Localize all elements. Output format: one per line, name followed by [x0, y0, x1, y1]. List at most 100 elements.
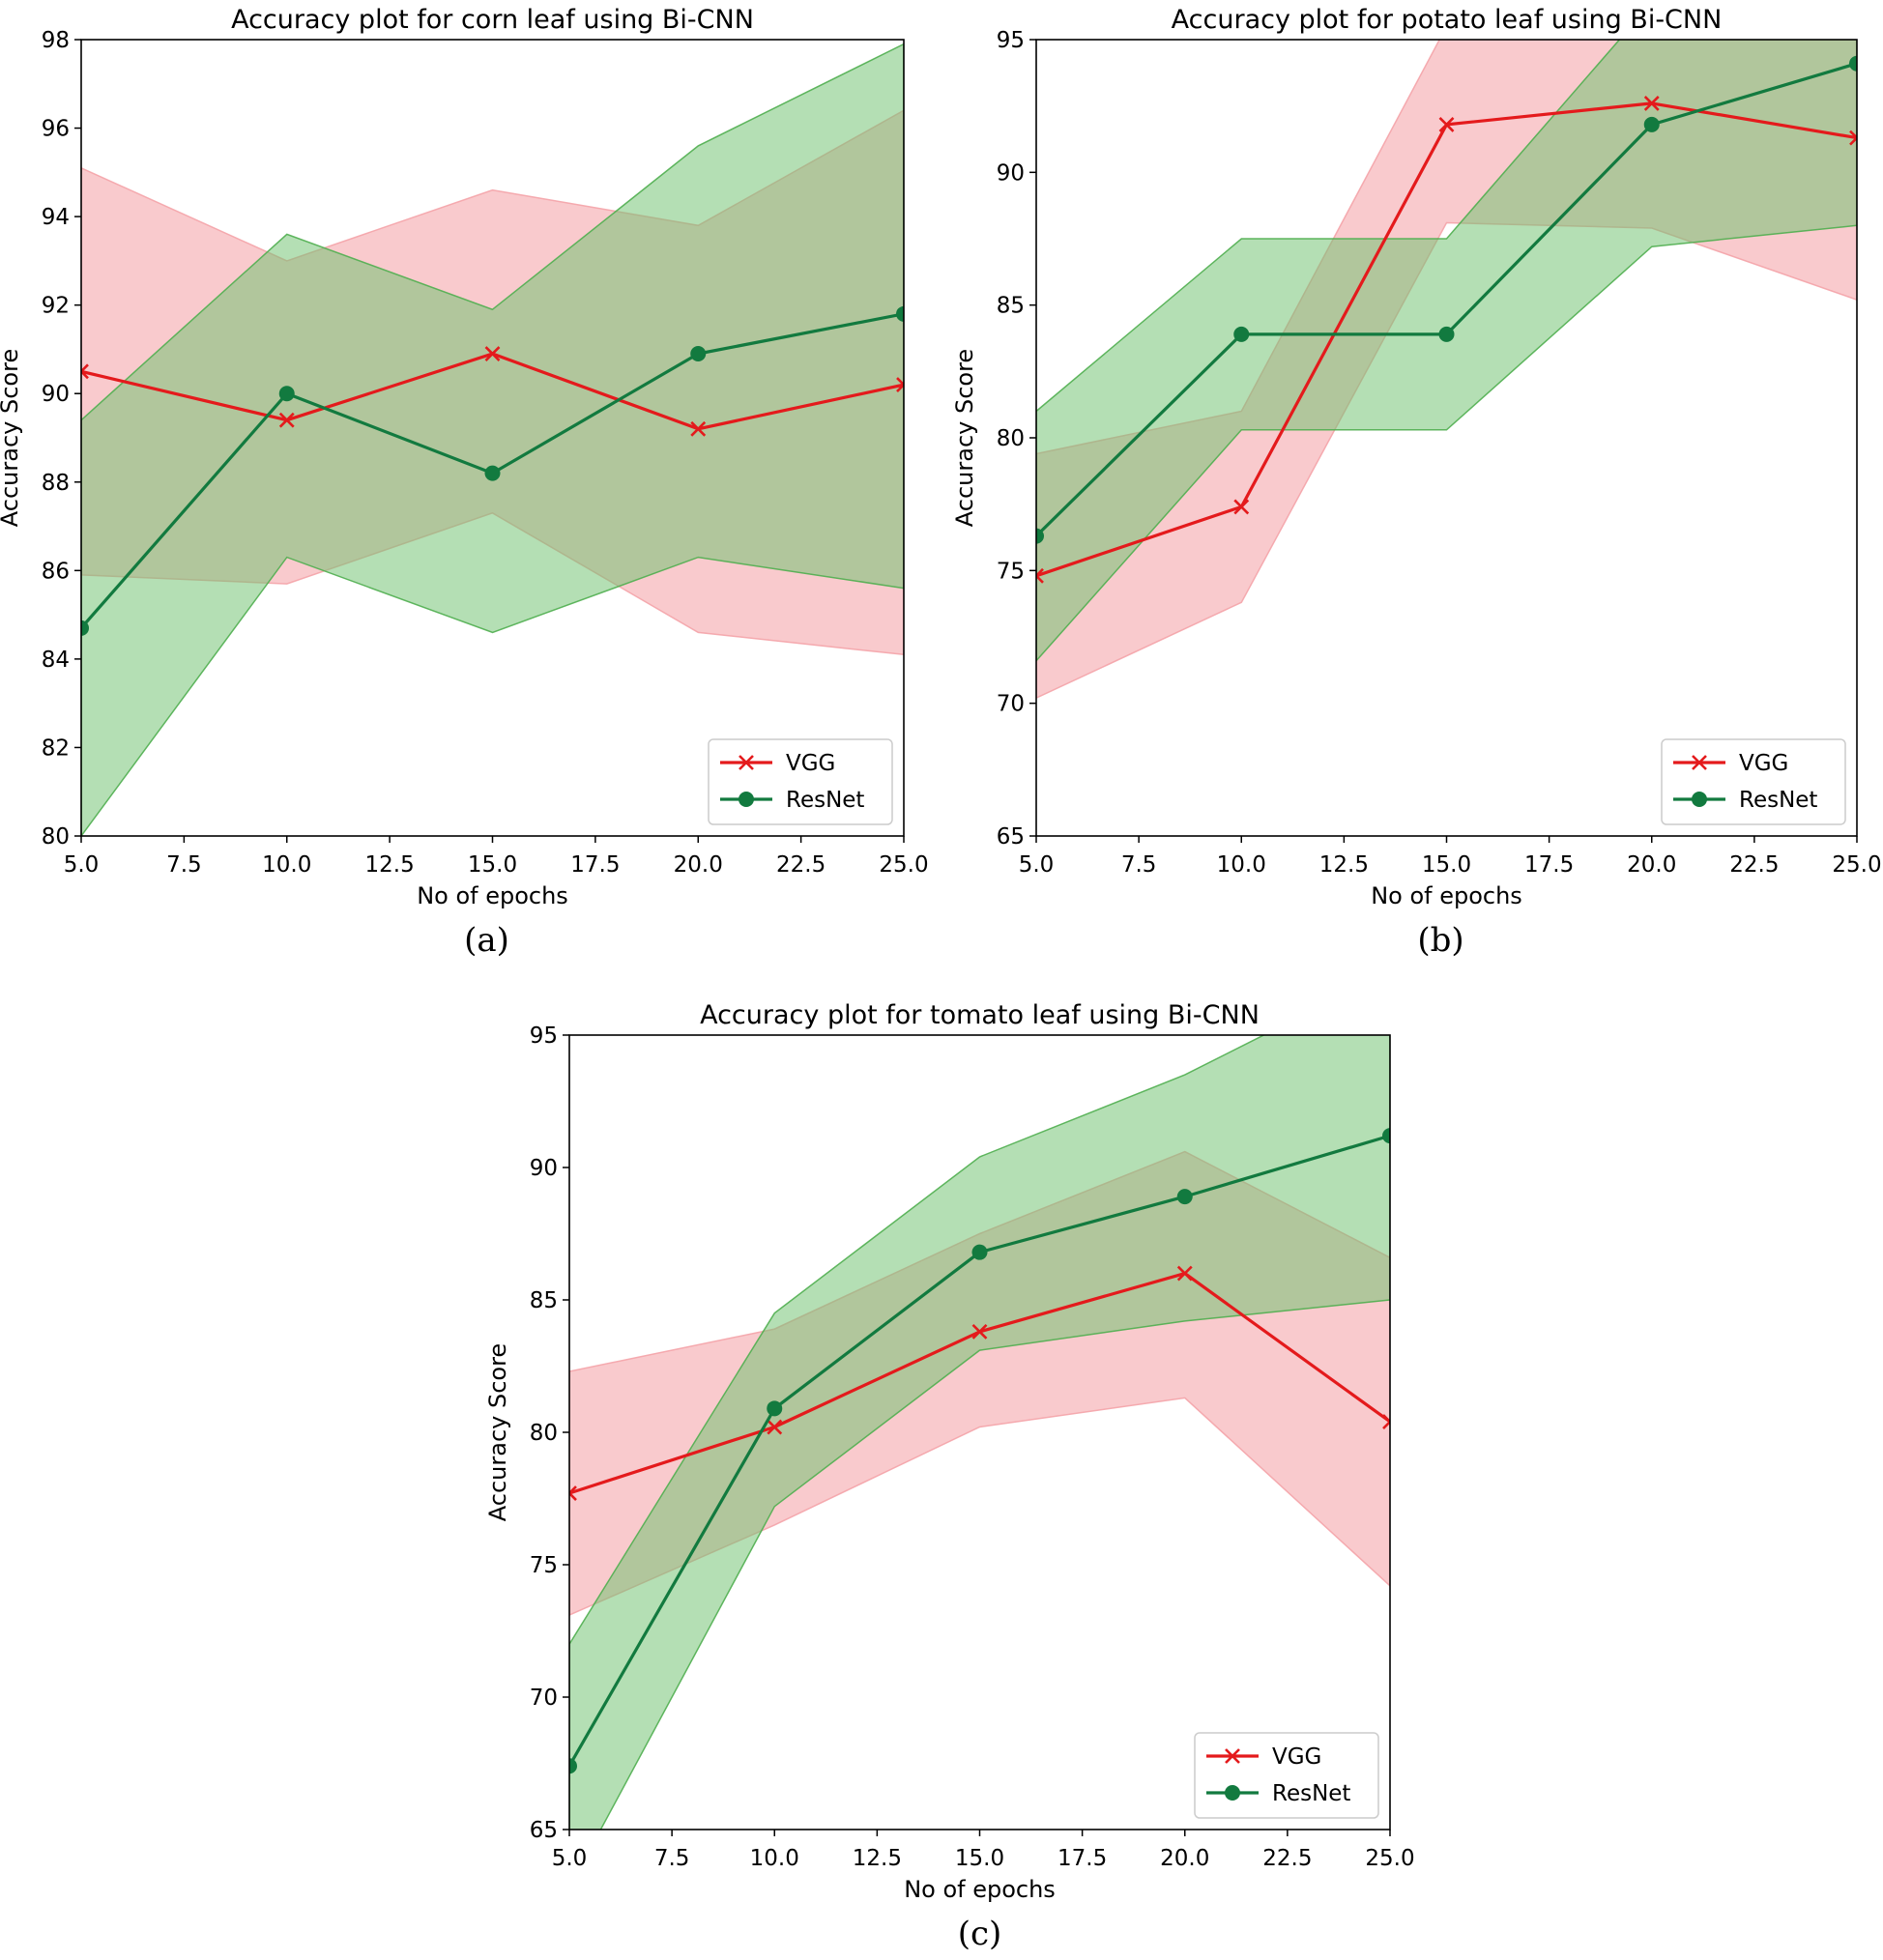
- y-tick-label: 65: [997, 824, 1025, 850]
- legend: VGG ResNet: [708, 738, 893, 825]
- plot-area: [81, 43, 904, 836]
- x-tick-label: 5.0: [552, 1846, 588, 1871]
- x-tick-label: 15.0: [468, 852, 517, 878]
- x-tick-label: 20.0: [1160, 1846, 1209, 1871]
- x-tick-label: 7.5: [166, 852, 202, 878]
- y-tick-label: 90: [997, 160, 1025, 186]
- panel-label: (a): [464, 921, 509, 960]
- resnet-data-point: [81, 620, 89, 636]
- y-tick-label: 85: [997, 294, 1025, 319]
- chart-panel-tomato: 5.0 7.5 10.0 12.5 15.0 17.5 20.0 22.5 25.0 65 70 75…: [484, 1000, 1415, 1953]
- chart-title: Accuracy plot for tomato leaf using Bi-C…: [700, 1000, 1260, 1030]
- x-tick-label: 12.5: [1319, 852, 1369, 878]
- vgg-data-point: [1036, 567, 1044, 584]
- resnet-confidence-band: [81, 43, 904, 836]
- y-tick-label: 80: [530, 1421, 558, 1446]
- x-tick-label: 20.0: [674, 852, 723, 878]
- vgg-data-point: [1643, 96, 1660, 111]
- y-tick-label: 65: [530, 1818, 558, 1843]
- y-tick-label: 88: [42, 471, 70, 496]
- y-tick-label: 94: [42, 205, 70, 230]
- legend: VGG ResNet: [1194, 1732, 1379, 1819]
- x-tick-label: 10.0: [750, 1846, 799, 1871]
- vgg-data-point: [81, 363, 89, 380]
- legend-resnet-marker: [1692, 792, 1707, 807]
- resnet-data-point: [1382, 1128, 1390, 1144]
- vgg-data-point: [484, 346, 501, 361]
- legend-vgg-label: VGG: [786, 751, 835, 776]
- vgg-data-point: [896, 377, 904, 392]
- resnet-data-point: [484, 465, 501, 481]
- x-tick-label: 10.0: [262, 852, 311, 878]
- x-tick-label: 22.5: [1729, 852, 1779, 878]
- panel-label: (c): [958, 1915, 1002, 1953]
- x-tick-label: 15.0: [955, 1846, 1004, 1871]
- x-tick-label: 12.5: [365, 852, 415, 878]
- y-tick-label: 75: [997, 559, 1025, 584]
- legend-vgg-marker: [1225, 1748, 1240, 1764]
- vgg-data-point: [278, 412, 295, 428]
- y-tick-label: 84: [42, 648, 70, 673]
- resnet-data-point: [278, 386, 295, 402]
- x-tick-label: 5.0: [64, 852, 100, 878]
- x-tick-label: 20.0: [1627, 852, 1676, 878]
- vgg-data-point: [1849, 130, 1857, 146]
- x-tick-label: 12.5: [853, 1846, 902, 1871]
- legend-vgg-marker: [739, 755, 754, 770]
- x-tick-label: 25.0: [879, 852, 928, 878]
- x-tick-label: 5.0: [1019, 852, 1055, 878]
- legend-resnet-marker: [739, 792, 754, 807]
- x-tick-label: 22.5: [1262, 1846, 1312, 1871]
- y-axis-label: Accuracy Score: [484, 1343, 511, 1521]
- resnet-data-point: [1643, 116, 1660, 132]
- vgg-data-point: [569, 1485, 577, 1501]
- vgg-data-point: [1438, 116, 1455, 132]
- y-tick-label: 70: [530, 1686, 558, 1711]
- y-tick-label: 70: [997, 692, 1025, 717]
- resnet-confidence-band: [569, 1035, 1390, 1830]
- y-tick-label: 92: [42, 294, 70, 319]
- plot-area: [569, 1035, 1390, 1830]
- y-tick-label: 80: [42, 824, 70, 850]
- panel-label: (b): [1417, 921, 1463, 960]
- chart-title: Accuracy plot for potato leaf using Bi-C…: [1172, 5, 1723, 35]
- legend: VGG ResNet: [1661, 738, 1846, 825]
- y-tick-label: 75: [530, 1553, 558, 1578]
- y-tick-label: 90: [42, 382, 70, 407]
- x-tick-label: 22.5: [776, 852, 826, 878]
- x-tick-label: 10.0: [1217, 852, 1266, 878]
- legend-box: [1661, 738, 1846, 825]
- y-tick-label: 85: [530, 1288, 558, 1313]
- x-axis-label: No of epochs: [417, 882, 568, 909]
- x-tick-label: 17.5: [570, 852, 620, 878]
- legend-vgg-label: VGG: [1739, 751, 1788, 776]
- y-tick-label: 86: [42, 559, 70, 584]
- y-axis-label: Accuracy Score: [951, 349, 978, 527]
- y-tick-label: 95: [997, 28, 1025, 53]
- resnet-data-point: [896, 305, 904, 322]
- resnet-data-point: [690, 346, 707, 362]
- vgg-data-point: [1233, 499, 1250, 515]
- chart-panel-potato: 5.0 7.5 10.0 12.5 15.0 17.5 20.0 22.5 25.0 65 70 75…: [951, 5, 1882, 960]
- vgg-data-point: [767, 1419, 783, 1435]
- resnet-data-point: [767, 1400, 783, 1417]
- resnet-data-point: [569, 1758, 577, 1774]
- y-axis-label: Accuracy Score: [0, 349, 23, 527]
- chart-panel-corn: 5.0 7.5 10.0 12.5 15.0 17.5 20.0 22.5 25.0 80 82 84…: [0, 5, 929, 960]
- legend-vgg-marker: [1692, 755, 1707, 770]
- vgg-data-point: [971, 1323, 988, 1340]
- legend-box: [708, 738, 893, 825]
- x-tick-label: 17.5: [1057, 1846, 1107, 1871]
- y-tick-label: 98: [42, 28, 70, 53]
- resnet-data-point: [1438, 326, 1455, 342]
- x-axis-label: No of epochs: [904, 1876, 1056, 1903]
- chart-title: Accuracy plot for corn leaf using Bi-CNN: [231, 5, 754, 35]
- vgg-data-point: [1382, 1414, 1390, 1429]
- resnet-confidence-band: [1036, 40, 1857, 662]
- y-tick-label: 82: [42, 735, 70, 761]
- resnet-data-point: [1233, 326, 1250, 342]
- resnet-data-point: [971, 1244, 988, 1260]
- x-tick-label: 17.5: [1524, 852, 1574, 878]
- plot-area: [1036, 40, 1857, 700]
